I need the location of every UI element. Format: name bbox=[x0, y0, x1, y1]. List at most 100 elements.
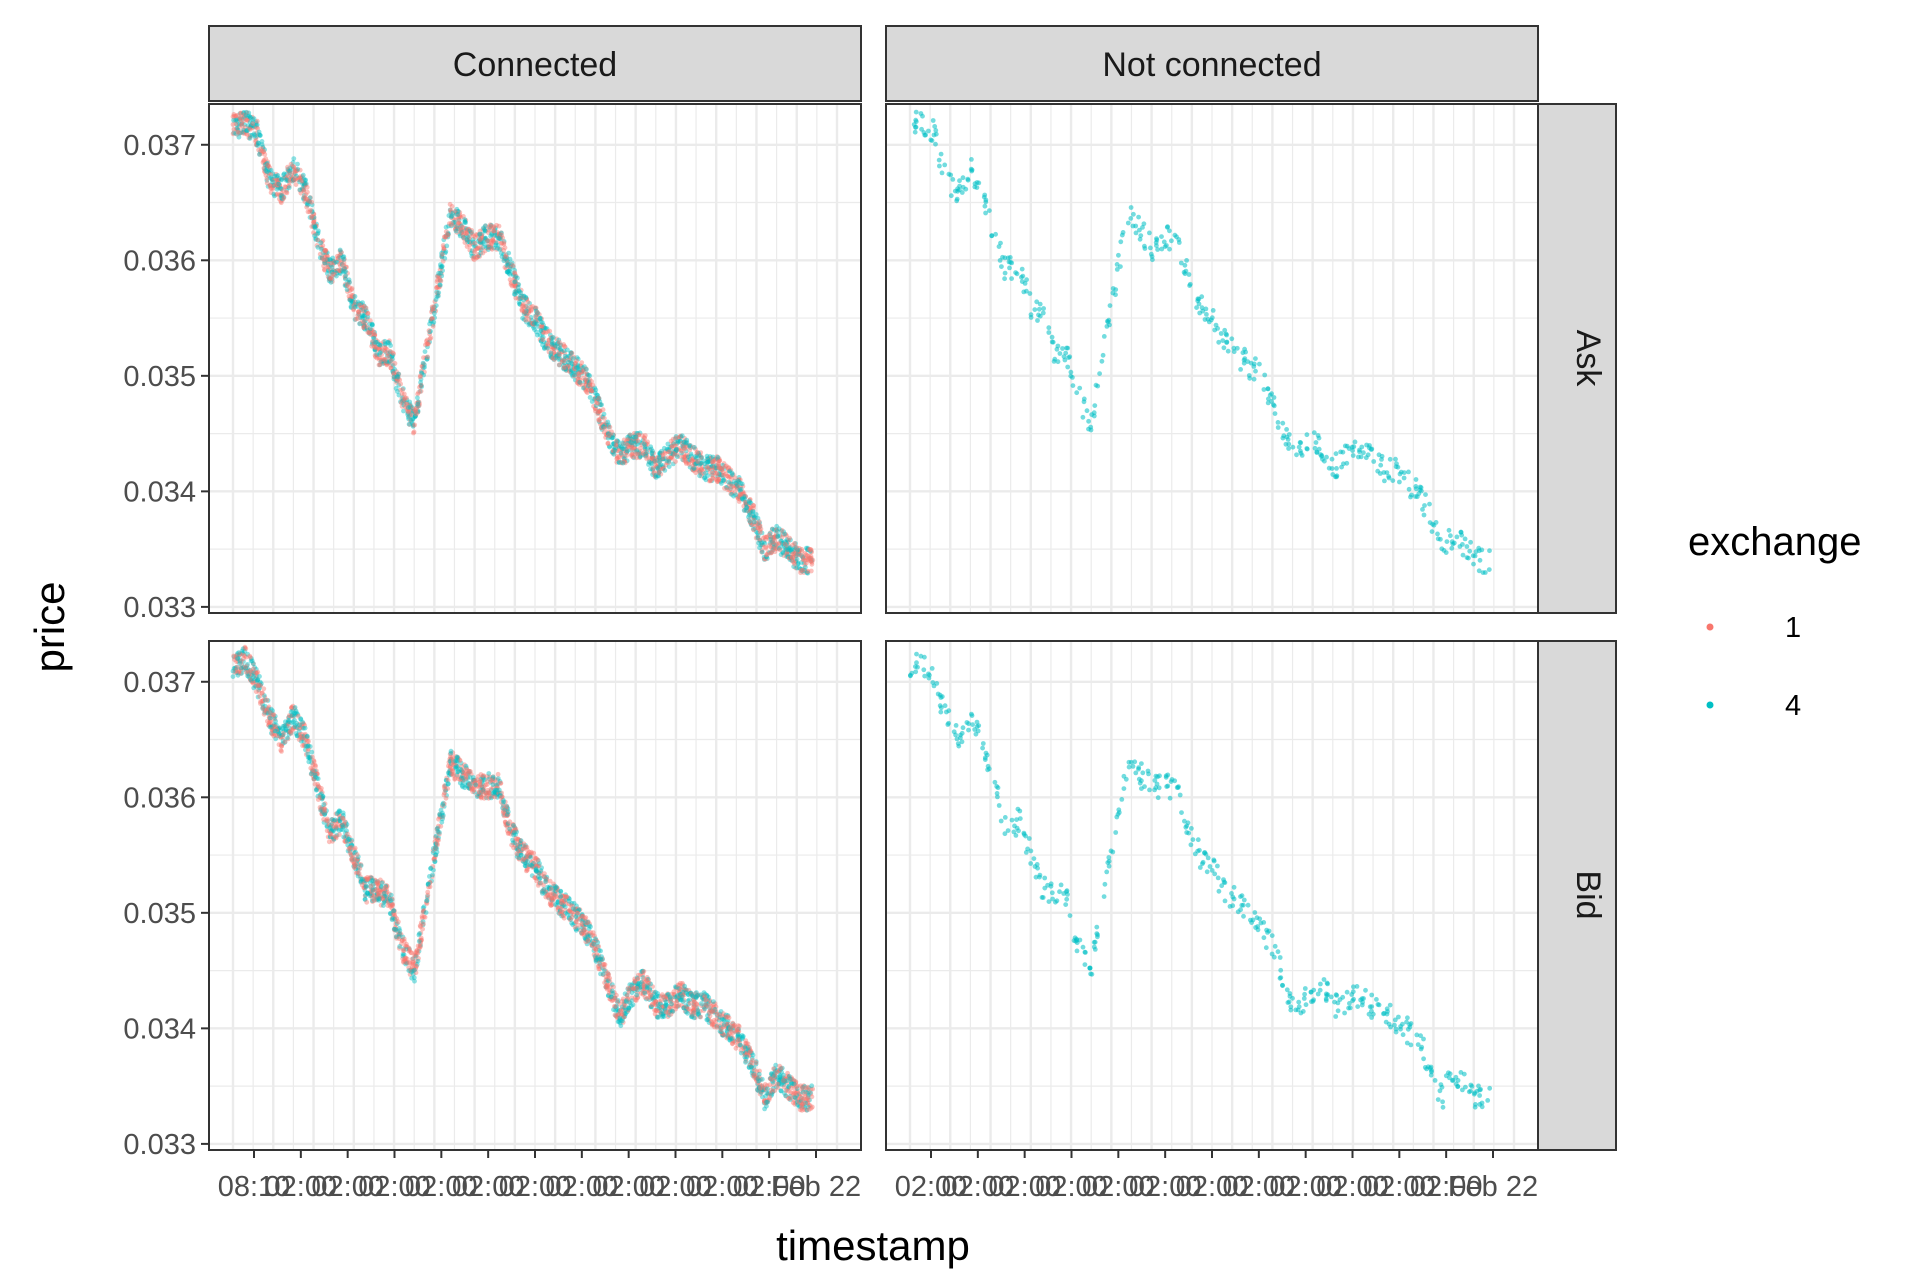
data-point bbox=[396, 382, 402, 388]
data-point bbox=[315, 244, 321, 250]
data-point bbox=[373, 344, 379, 350]
data-point bbox=[297, 187, 303, 193]
data-point bbox=[340, 254, 346, 260]
data-point bbox=[332, 269, 338, 274]
data-point bbox=[371, 341, 377, 346]
data-point bbox=[331, 260, 337, 266]
data-point bbox=[281, 194, 287, 200]
data-point bbox=[461, 236, 467, 241]
data-point bbox=[427, 339, 432, 345]
data-point bbox=[321, 263, 326, 269]
data-point bbox=[473, 255, 479, 261]
data-point bbox=[266, 163, 271, 168]
data-point bbox=[1234, 345, 1240, 351]
data-point bbox=[1352, 439, 1358, 445]
data-point bbox=[1019, 266, 1025, 272]
facet-strip-not-connected: Not connected bbox=[885, 25, 1539, 102]
data-point bbox=[235, 656, 241, 662]
data-point bbox=[318, 246, 324, 252]
data-point bbox=[275, 173, 281, 178]
data-point bbox=[407, 403, 413, 409]
data-point bbox=[275, 177, 281, 183]
data-point bbox=[364, 325, 370, 331]
data-point bbox=[255, 140, 261, 146]
data-point bbox=[704, 453, 710, 459]
data-point bbox=[997, 258, 1003, 263]
data-point bbox=[292, 169, 298, 174]
data-point bbox=[259, 148, 265, 154]
data-point bbox=[464, 244, 470, 249]
data-point bbox=[1070, 383, 1076, 388]
data-point bbox=[269, 185, 274, 191]
data-point bbox=[244, 128, 250, 134]
data-point bbox=[407, 412, 413, 418]
data-point bbox=[279, 177, 284, 183]
data-point bbox=[1019, 274, 1024, 280]
data-point bbox=[550, 355, 556, 361]
data-point bbox=[357, 315, 363, 321]
data-point bbox=[488, 223, 494, 229]
data-point bbox=[805, 557, 811, 563]
data-point bbox=[324, 260, 330, 266]
data-point bbox=[1319, 454, 1324, 459]
data-point bbox=[421, 355, 426, 360]
data-point bbox=[342, 266, 347, 271]
data-point bbox=[1002, 276, 1007, 282]
data-point bbox=[369, 321, 375, 327]
data-point bbox=[920, 113, 925, 119]
data-point bbox=[448, 215, 454, 221]
data-point bbox=[472, 248, 478, 253]
data-point bbox=[353, 316, 359, 322]
data-point bbox=[429, 306, 435, 311]
data-point bbox=[511, 823, 516, 828]
data-point bbox=[368, 318, 373, 324]
data-point bbox=[376, 362, 382, 368]
data-point bbox=[471, 254, 477, 260]
data-point bbox=[435, 277, 440, 283]
data-point bbox=[1304, 446, 1310, 452]
data-point bbox=[506, 268, 511, 274]
data-point bbox=[238, 111, 244, 116]
data-point bbox=[457, 231, 463, 237]
data-point bbox=[448, 223, 454, 229]
data-point bbox=[469, 240, 474, 246]
data-point bbox=[273, 176, 279, 182]
data-point bbox=[1387, 456, 1393, 462]
data-point bbox=[455, 221, 461, 226]
data-point bbox=[522, 310, 527, 315]
data-point bbox=[291, 177, 296, 183]
data-point bbox=[474, 246, 480, 251]
data-point bbox=[1357, 449, 1362, 455]
data-point bbox=[283, 719, 288, 725]
data-point bbox=[456, 220, 462, 226]
data-point bbox=[428, 865, 434, 871]
data-point bbox=[235, 112, 240, 118]
data-point bbox=[349, 294, 355, 300]
data-point bbox=[662, 468, 668, 473]
data-point bbox=[443, 233, 449, 239]
data-point bbox=[231, 113, 237, 119]
data-point bbox=[1184, 258, 1189, 263]
data-point bbox=[307, 209, 313, 215]
data-point bbox=[505, 809, 511, 815]
data-point bbox=[385, 353, 391, 358]
data-point bbox=[569, 350, 575, 356]
data-point bbox=[1467, 548, 1473, 554]
data-point bbox=[274, 733, 280, 739]
data-point bbox=[1136, 214, 1141, 220]
data-point bbox=[257, 151, 262, 157]
data-point bbox=[274, 182, 279, 187]
data-point bbox=[418, 935, 424, 941]
data-point bbox=[265, 163, 270, 169]
data-point bbox=[301, 187, 307, 192]
data-point bbox=[261, 686, 267, 692]
data-point bbox=[384, 361, 390, 367]
data-point bbox=[609, 429, 614, 435]
data-point bbox=[375, 339, 381, 344]
data-point bbox=[316, 784, 322, 790]
data-point bbox=[303, 182, 309, 188]
data-point bbox=[302, 178, 308, 183]
data-point bbox=[335, 256, 341, 261]
data-point bbox=[477, 238, 483, 244]
data-point bbox=[1070, 375, 1075, 380]
